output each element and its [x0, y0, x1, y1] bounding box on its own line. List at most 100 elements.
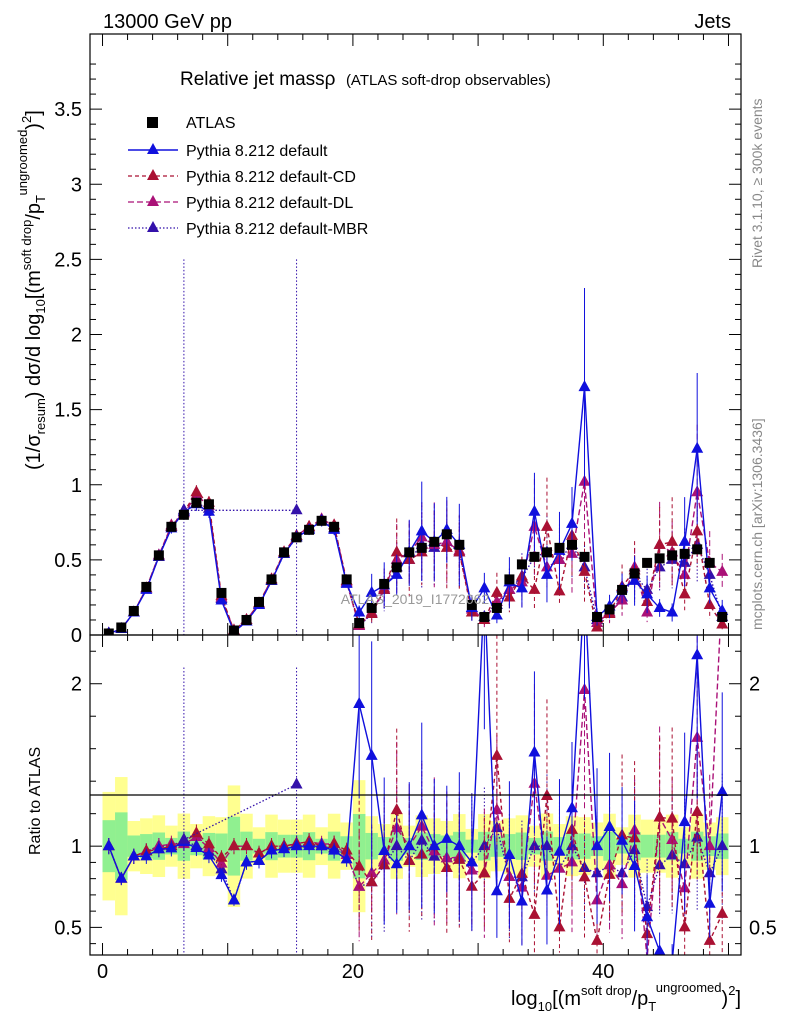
point-atlas — [166, 521, 177, 532]
point-default — [578, 380, 591, 392]
ratio-point-mbr — [528, 839, 541, 851]
y-tick-label-ratio: 1 — [71, 836, 82, 858]
point-atlas — [254, 596, 265, 607]
point-atlas — [279, 547, 290, 558]
ratio-point-default — [565, 801, 578, 813]
ratio-point-default — [353, 697, 366, 709]
point-default — [365, 585, 378, 597]
point-default — [215, 593, 228, 605]
point-atlas — [178, 509, 189, 520]
series-line-cd — [108, 491, 723, 635]
x-axis-label: log10[(msoft drop/pTungroomed)2] — [511, 980, 741, 1014]
ratio-point-default — [152, 842, 165, 854]
point-atlas — [704, 557, 715, 568]
point-atlas — [216, 587, 227, 598]
point-atlas — [316, 515, 327, 526]
point-atlas — [579, 551, 590, 562]
ratio-point-cd — [716, 906, 729, 918]
ratio-point-cd — [578, 870, 591, 882]
y-tick-label-main: 1.5 — [54, 400, 82, 422]
y-tick-label-ratio: 2 — [71, 674, 82, 696]
point-atlas — [642, 557, 653, 568]
ratio-point-default — [102, 839, 115, 851]
ratio-line-dl — [108, 635, 721, 955]
ratio-point-cd — [653, 810, 666, 822]
ratio-point-dl — [666, 833, 679, 845]
ratio-point-default — [390, 857, 403, 869]
x-tick-label: 0 — [97, 961, 108, 983]
ratio-point-cd — [528, 907, 541, 919]
ratio-point-default — [202, 848, 215, 860]
point-default — [478, 581, 491, 593]
ratio-point-cd — [328, 836, 341, 848]
mbr-ratio-point — [290, 777, 303, 789]
point-atlas — [516, 559, 527, 570]
point-atlas — [679, 548, 690, 559]
ratio-point-default — [227, 893, 240, 905]
ratio-point-default — [215, 868, 228, 880]
ratio-point-cd — [478, 866, 491, 878]
ratio-point-default — [503, 847, 516, 859]
point-atlas — [504, 574, 515, 585]
point-default — [515, 581, 528, 593]
point-cd — [678, 587, 691, 599]
ratio-point-cd — [202, 837, 215, 849]
header-left: 13000 GeV pp — [103, 11, 232, 33]
point-default — [528, 504, 541, 516]
ratio-point-cd — [365, 875, 378, 887]
point-default — [540, 567, 553, 579]
analysis-watermark: ATLAS_2019_I1772062 — [341, 591, 490, 607]
point-atlas — [667, 550, 678, 561]
point-atlas — [379, 578, 390, 589]
ratio-point-cd — [553, 920, 566, 932]
point-atlas — [116, 622, 127, 633]
point-atlas — [103, 628, 114, 635]
y-axis-label-main: (1/σresum) dσ/d log10[(msoft drop/pTungr… — [15, 110, 48, 470]
ratio-point-default — [628, 858, 641, 870]
point-atlas — [617, 584, 628, 595]
point-cd — [390, 545, 403, 557]
point-atlas — [141, 581, 152, 592]
point-cd — [190, 485, 203, 497]
main-plot-area — [103, 259, 729, 635]
legend-label-dl: Pythia 8.212 default-DL — [186, 195, 353, 212]
point-atlas — [329, 521, 340, 532]
legend-label-cd: Pythia 8.212 default-CD — [186, 169, 356, 186]
point-default — [678, 534, 691, 546]
ratio-plot-area — [102, 635, 729, 955]
header-right: Jets — [694, 11, 731, 33]
chart-title: Relative jet massρ (ATLAS soft-drop obse… — [180, 69, 551, 90]
point-atlas — [592, 611, 603, 622]
legend-label-atlas: ATLAS — [186, 115, 236, 132]
ratio-point-default — [253, 853, 266, 865]
point-atlas — [604, 604, 615, 615]
point-default — [565, 516, 578, 528]
point-cd — [591, 620, 604, 632]
ratio-point-cd — [340, 843, 353, 855]
point-atlas — [566, 539, 577, 550]
ratio-point-cd — [227, 839, 240, 851]
point-cd — [578, 564, 591, 576]
point-dl — [716, 564, 729, 576]
point-atlas — [241, 614, 252, 625]
point-cd — [666, 534, 679, 546]
point-cd — [653, 537, 666, 549]
series-line-mbr — [108, 501, 723, 635]
point-default — [691, 441, 704, 453]
ratio-point-default — [553, 844, 566, 856]
ratio-point-cd — [691, 804, 704, 816]
ratio-point-default — [490, 884, 503, 896]
ratio-point-default — [340, 852, 353, 864]
point-default — [415, 524, 428, 536]
ratio-point-default — [265, 843, 278, 855]
ratio-point-default — [591, 839, 604, 851]
legend-label-mbr: Pythia 8.212 default-MBR — [186, 221, 368, 238]
ratio-point-default — [440, 831, 453, 843]
ratio-point-default — [240, 855, 253, 867]
point-atlas — [654, 553, 665, 564]
ratio-point-cd — [678, 920, 691, 932]
ratio-point-default — [403, 839, 416, 851]
legend-marker-mbr — [147, 221, 159, 232]
point-atlas — [153, 550, 164, 561]
ratio-point-default — [603, 820, 616, 832]
